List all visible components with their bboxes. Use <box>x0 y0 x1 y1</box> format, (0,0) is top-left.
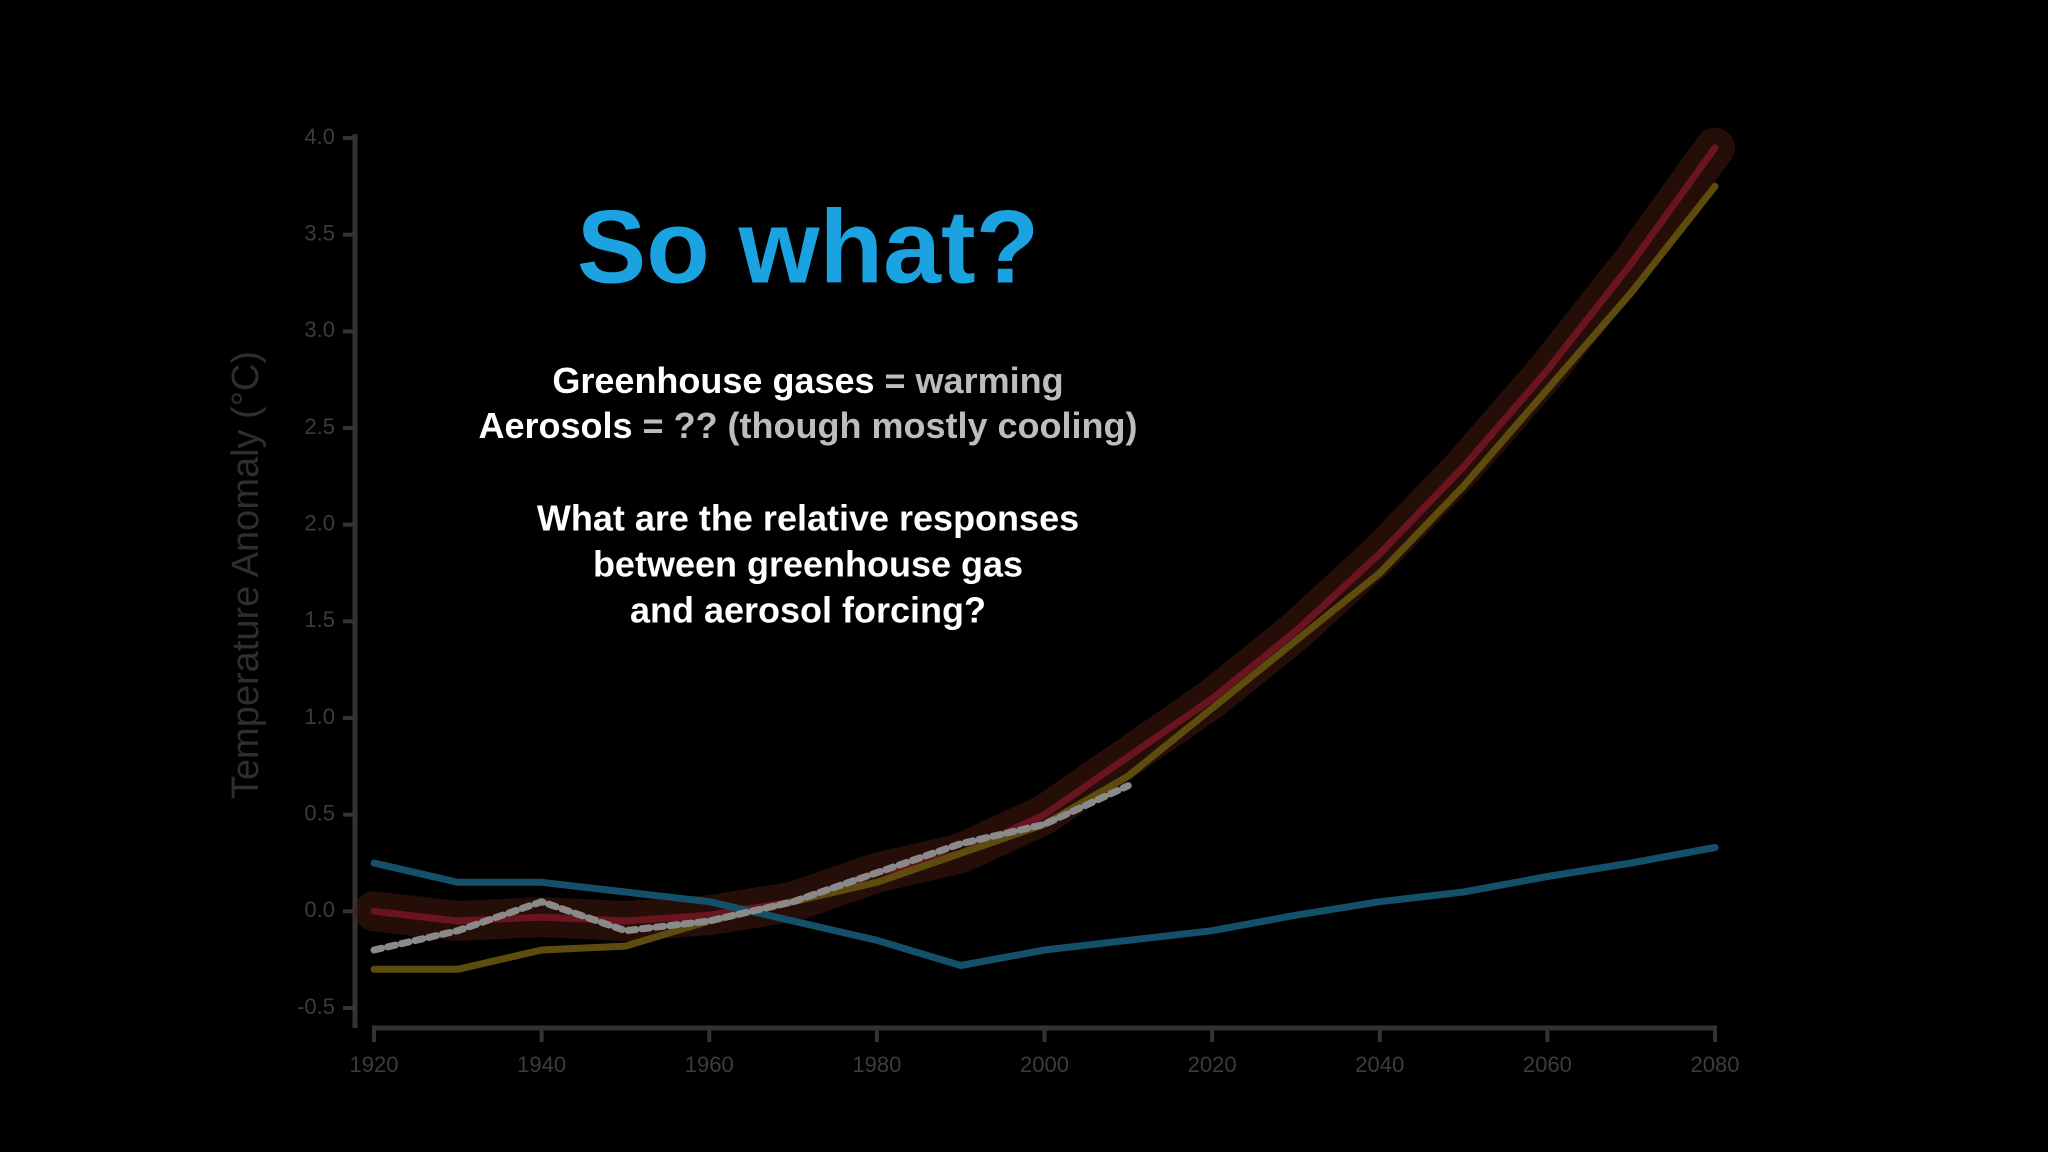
line <box>370 844 1719 969</box>
x-tick-label: 1940 <box>517 1052 566 1077</box>
term: Greenhouse gases <box>552 360 874 401</box>
term: Aerosols <box>478 405 632 446</box>
y-axis-label: Temperature Anomaly (°C) <box>225 351 267 799</box>
y-tick-label: -0.5 <box>297 994 335 1019</box>
y-tick-label: 2.0 <box>304 510 335 535</box>
statement: Greenhouse gases = warming <box>552 360 1063 401</box>
statement: Aerosols = ?? (though mostly cooling) <box>478 405 1137 446</box>
rest: = ?? (though mostly cooling) <box>633 405 1138 446</box>
x-tick-label: 1980 <box>852 1052 901 1077</box>
question: and aerosol forcing? <box>630 590 986 631</box>
y-tick-label: 1.0 <box>304 704 335 729</box>
x-tick-label: 1920 <box>350 1052 399 1077</box>
x-tick-label: 2020 <box>1188 1052 1237 1077</box>
rest: = warming <box>875 360 1064 401</box>
x-tick-label: 2040 <box>1355 1052 1404 1077</box>
y-tick-label: 1.5 <box>304 607 335 632</box>
y-tick-label: 3.0 <box>304 317 335 342</box>
x-tick-label: 2080 <box>1691 1052 1740 1077</box>
y-tick-label: 3.5 <box>304 220 335 245</box>
slide-title: So what? <box>577 189 1039 305</box>
x-tick-label: 2060 <box>1523 1052 1572 1077</box>
chart: -0.5 0.0 0.5 1.0 1.5 2.0 2.5 3.0 3.5 4.0 1920 1940 1… <box>297 124 1739 1077</box>
x-tick-label: 2000 <box>1020 1052 1069 1077</box>
x-tick-label: 1960 <box>685 1052 734 1077</box>
y-tick-label: 4.0 <box>304 124 335 149</box>
question: What are the relative responses <box>537 498 1079 539</box>
line <box>370 782 1132 954</box>
y-tick-label: 0.5 <box>304 800 335 825</box>
y-tick-label: 0.0 <box>304 897 335 922</box>
question: between greenhouse gas <box>593 544 1023 585</box>
y-tick-label: 2.5 <box>304 414 335 439</box>
